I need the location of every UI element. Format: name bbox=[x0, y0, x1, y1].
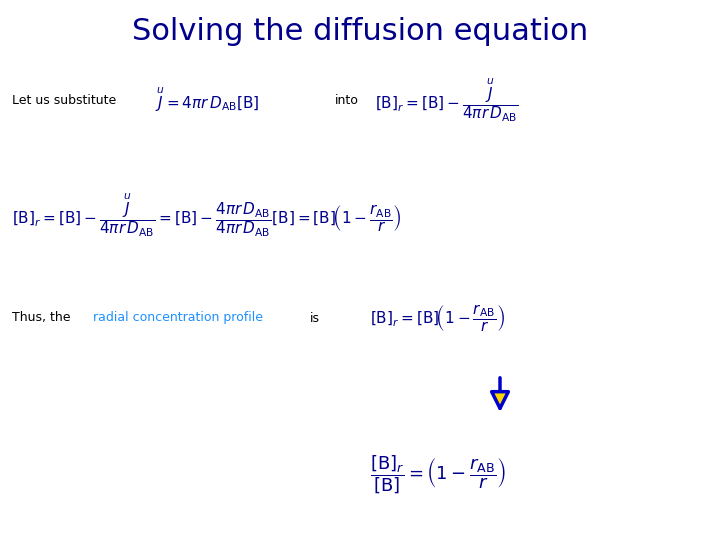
Text: Let us substitute: Let us substitute bbox=[12, 93, 116, 106]
Text: $[\mathrm{B}]_r = [\mathrm{B}]\!\left(1 - \dfrac{r_{\mathrm{AB}}}{r}\right)$: $[\mathrm{B}]_r = [\mathrm{B}]\!\left(1 … bbox=[370, 302, 505, 334]
Text: $[\mathrm{B}]_r = [\mathrm{B}] - \dfrac{\overset{u}{J}}{4\pi r\, D_{\mathrm{AB}}: $[\mathrm{B}]_r = [\mathrm{B}] - \dfrac{… bbox=[375, 76, 518, 124]
Text: Thus, the: Thus, the bbox=[12, 312, 74, 325]
Text: Solving the diffusion equation: Solving the diffusion equation bbox=[132, 17, 588, 46]
Text: into: into bbox=[335, 93, 359, 106]
Text: $\overset{u}{J} = 4\pi r\, D_{\mathrm{AB}}[\mathrm{B}]$: $\overset{u}{J} = 4\pi r\, D_{\mathrm{AB… bbox=[155, 86, 259, 114]
Text: is: is bbox=[310, 312, 320, 325]
Text: $\dfrac{[\mathrm{B}]_r}{[\mathrm{B}]} = \left(1 - \dfrac{r_{\mathrm{AB}}}{r}\rig: $\dfrac{[\mathrm{B}]_r}{[\mathrm{B}]} = … bbox=[370, 454, 506, 496]
Text: radial concentration profile: radial concentration profile bbox=[93, 312, 263, 325]
Text: $[\mathrm{B}]_r = [\mathrm{B}] - \dfrac{\overset{u}{J}}{4\pi r\, D_{\mathrm{AB}}: $[\mathrm{B}]_r = [\mathrm{B}] - \dfrac{… bbox=[12, 191, 402, 239]
